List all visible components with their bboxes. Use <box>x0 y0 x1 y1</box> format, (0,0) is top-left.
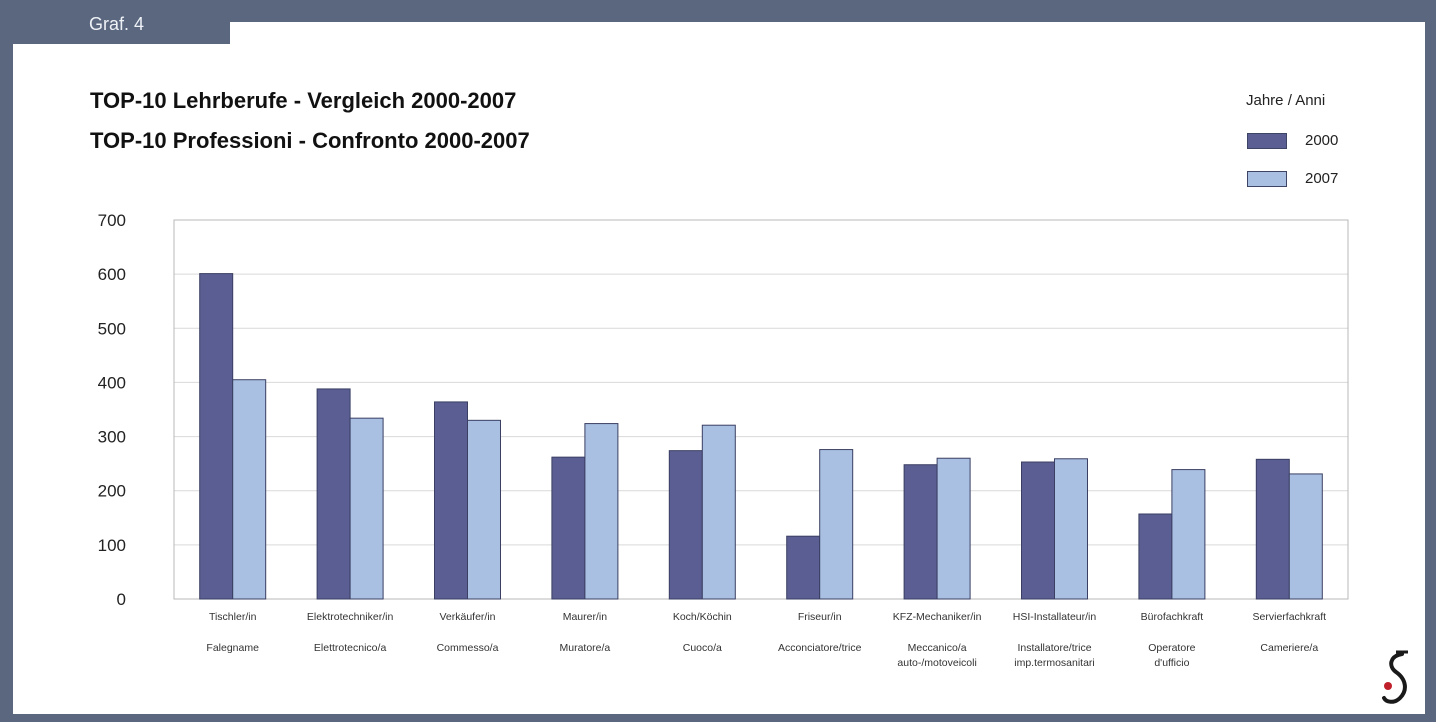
bar-2007 <box>936 457 971 600</box>
legend-label-2007: 2007 <box>1305 170 1339 187</box>
x-tick-label: Koch/Köchin <box>673 611 732 623</box>
plot-area <box>173 219 1349 600</box>
bar-2007 <box>819 449 854 600</box>
bar-2007 <box>1054 458 1088 600</box>
x-tick-label: Verkäufer/in <box>439 611 495 623</box>
x-tick-label: Elektrotechniker/in <box>307 611 394 623</box>
x-tick-label-it: imp.termosanitari <box>1014 657 1095 669</box>
x-tick-label: Friseur/in <box>798 611 842 623</box>
bar-2000 <box>199 273 234 600</box>
x-tick-label-it: Falegname <box>206 642 259 654</box>
x-tick-label-it: Cameriere/a <box>1260 642 1318 654</box>
y-tick-label: 600 <box>98 265 126 284</box>
y-tick-label: 300 <box>98 428 126 447</box>
x-tick-label: Servierfachkraft <box>1253 611 1327 623</box>
bar-2000 <box>1138 513 1173 600</box>
x-tick-label-it: Installatore/trice <box>1017 642 1091 654</box>
x-tick-label: Maurer/in <box>563 611 608 623</box>
bar-2000 <box>668 450 703 600</box>
bar-2007 <box>701 424 736 600</box>
legend-swatch-2007 <box>1247 170 1287 187</box>
legend-item-2000: 2000 <box>1247 132 1338 149</box>
bar-2000 <box>1255 458 1290 600</box>
legend-label-2000: 2000 <box>1305 132 1339 149</box>
bar-2000 <box>903 464 938 600</box>
y-tick-label: 500 <box>98 319 126 338</box>
x-tick-label: Tischler/in <box>209 611 257 623</box>
x-tick-label-it: Elettrotecnico/a <box>314 642 387 654</box>
x-tick-label-it: Meccanico/a <box>908 642 967 654</box>
x-tick-label: HSI-Installateur/in <box>1013 611 1097 623</box>
x-tick-label: KFZ-Mechaniker/in <box>893 611 982 623</box>
bar-2007 <box>1171 469 1206 600</box>
logo-icon <box>1382 650 1408 704</box>
x-tick-label-it: auto-/motoveicoli <box>897 657 976 669</box>
chart-title-italian: TOP-10 Professioni - Confronto 2000-2007 <box>90 128 530 153</box>
y-tick-label: 700 <box>98 211 126 230</box>
x-tick-label: Bürofachkraft <box>1141 611 1204 623</box>
bar-2000 <box>551 456 586 600</box>
bar-2007 <box>1288 473 1323 600</box>
y-tick-label: 100 <box>98 536 126 555</box>
x-tick-label-it: d'ufficio <box>1154 657 1189 669</box>
y-tick-label: 200 <box>98 482 126 501</box>
bar-2007 <box>584 423 619 600</box>
bar-2000 <box>1021 461 1055 600</box>
y-tick-label: 400 <box>98 373 126 392</box>
x-tick-label-it: Operatore <box>1148 642 1195 654</box>
x-tick-label-it: Commesso/a <box>437 642 499 654</box>
bar-2000 <box>786 535 821 600</box>
chart-title-german: TOP-10 Lehrberufe - Vergleich 2000-2007 <box>90 88 517 113</box>
bar-2000 <box>316 388 351 600</box>
legend-swatch-2000 <box>1247 132 1287 149</box>
x-tick-label-it: Muratore/a <box>560 642 611 654</box>
y-tick-label: 0 <box>117 590 126 609</box>
graph-tab: Graf. 4 <box>13 10 230 44</box>
bar-2007 <box>349 417 384 600</box>
x-tick-label-it: Cuoco/a <box>683 642 722 654</box>
bar-2007 <box>467 419 501 600</box>
x-tick-label-it: Acconciatore/trice <box>778 642 862 654</box>
bar-2000 <box>434 401 468 600</box>
legend-item-2007: 2007 <box>1247 170 1338 187</box>
bar-2007 <box>232 379 267 600</box>
legend-title: Jahre / Anni <box>1246 92 1326 109</box>
